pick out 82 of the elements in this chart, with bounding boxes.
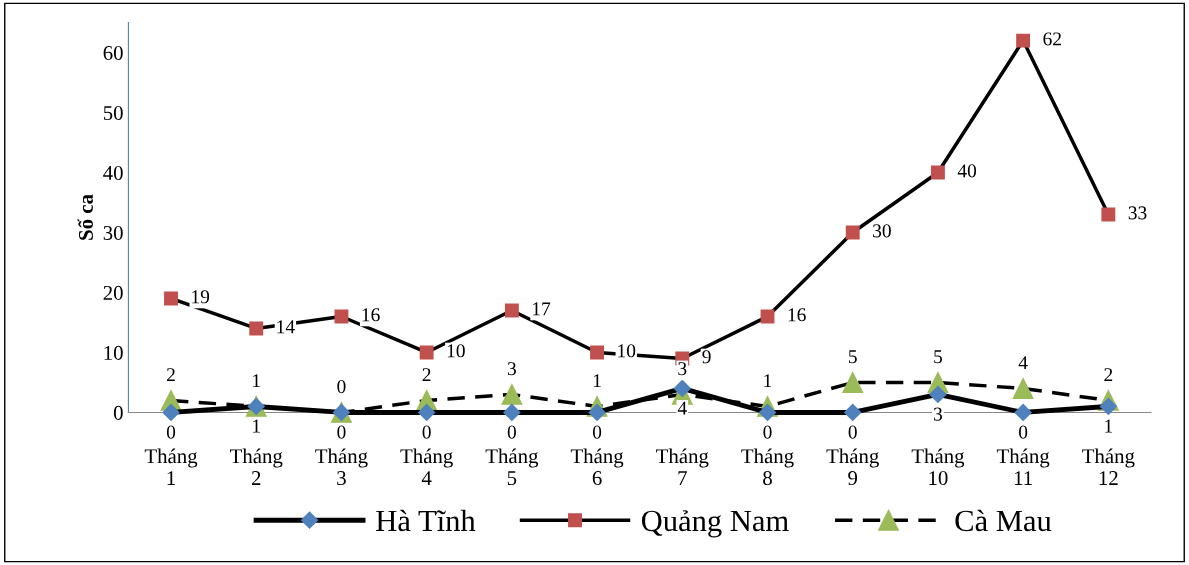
data-label: 14	[277, 320, 295, 334]
x-tick-label: Tháng 12	[1082, 448, 1135, 485]
data-label: 0	[1019, 425, 1028, 439]
x-tick-label: Tháng 4	[400, 448, 453, 485]
point	[501, 384, 523, 405]
data-label: 62	[1043, 32, 1061, 46]
data-label: 0	[763, 425, 772, 439]
data-label: 3	[933, 407, 943, 421]
y-tick-label: 20	[103, 285, 123, 300]
point	[1016, 33, 1031, 48]
data-label: 2	[1104, 368, 1113, 382]
data-label: 9	[702, 350, 711, 364]
x-tick-label: Tháng 1	[144, 448, 198, 485]
legend-label: Cà Mau	[955, 509, 1052, 532]
x-tick-label: Tháng 11	[996, 448, 1050, 485]
x-tick-label: Tháng 10	[911, 448, 965, 486]
data-label: 5	[848, 350, 857, 364]
point	[930, 165, 945, 180]
point	[845, 225, 860, 240]
data-label: 30	[873, 224, 891, 238]
point	[588, 403, 606, 422]
point	[418, 403, 436, 422]
point	[504, 303, 519, 318]
point	[334, 309, 349, 324]
x-tick-label: Tháng 6	[570, 448, 624, 486]
x-tick-label: Tháng 9	[826, 448, 879, 486]
point	[249, 321, 264, 336]
x-tick-label: Tháng 3	[315, 448, 368, 486]
data-label: 1	[253, 419, 260, 433]
point	[1099, 397, 1117, 416]
y-tick-label: 60	[103, 45, 123, 61]
data-label: 3	[678, 362, 687, 376]
data-label: 19	[192, 290, 210, 304]
data-label: 1	[1105, 419, 1113, 433]
point	[758, 403, 777, 422]
point	[1101, 207, 1116, 222]
point	[590, 345, 605, 360]
data-label: 1	[593, 374, 601, 388]
data-label: 16	[362, 308, 380, 322]
data-label: 0	[507, 425, 516, 439]
point	[419, 345, 434, 360]
data-label: 2	[422, 368, 431, 382]
point	[1014, 403, 1032, 422]
x-tick-label: Tháng 7	[656, 448, 709, 485]
point	[929, 385, 947, 404]
legend-label: Hà Tĩnh	[376, 509, 476, 532]
point	[844, 403, 862, 422]
data-label: 4	[677, 401, 687, 415]
y-axis-title: Số ca	[77, 194, 93, 240]
data-label: 5	[934, 350, 943, 364]
data-label: 1	[253, 374, 260, 388]
data-label: 0	[337, 380, 346, 394]
x-tick-label: Tháng 5	[485, 448, 539, 486]
point	[164, 291, 178, 306]
point	[1012, 378, 1034, 399]
data-label: 40	[957, 164, 977, 178]
data-label: 2	[167, 368, 175, 382]
data-label: 3	[507, 362, 516, 376]
legend-label: Quảng Nam	[641, 510, 789, 538]
y-tick-label: 30	[103, 225, 123, 240]
data-label: 0	[166, 425, 176, 439]
point	[673, 379, 691, 398]
x-tick-label: Tháng 8	[741, 448, 794, 486]
data-label: 1	[764, 374, 772, 388]
point	[503, 403, 521, 422]
y-tick-label: 0	[113, 405, 123, 420]
x-tick-label: Tháng 2	[230, 448, 283, 485]
data-label: 0	[592, 425, 602, 439]
data-label: 0	[422, 425, 431, 439]
y-tick-label: 40	[103, 165, 123, 180]
data-label: 4	[1018, 356, 1028, 370]
data-label: 0	[848, 425, 857, 439]
point	[162, 403, 180, 422]
data-label: 33	[1128, 206, 1147, 220]
y-tick-label: 50	[103, 105, 123, 120]
data-label: 0	[337, 425, 346, 439]
data-label: 10	[618, 344, 636, 358]
y-tick-label: 10	[104, 345, 123, 360]
point	[842, 372, 864, 393]
data-label: 17	[533, 302, 551, 316]
data-label: 10	[447, 344, 465, 358]
data-label: 16	[788, 308, 806, 322]
